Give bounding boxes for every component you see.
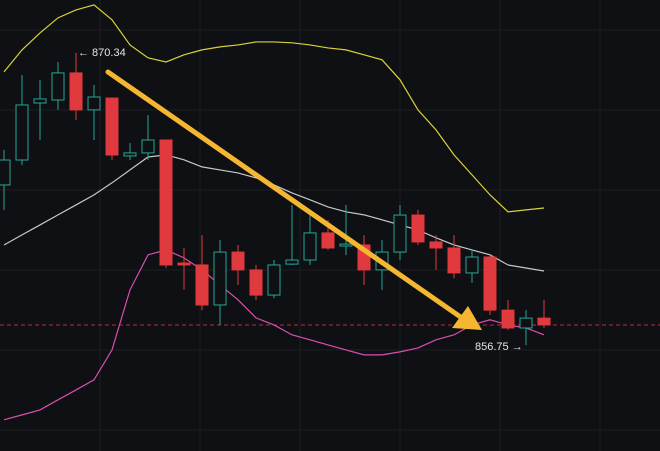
candle-body <box>411 214 425 243</box>
candle-body <box>303 232 317 261</box>
candle-body <box>465 256 479 274</box>
candle-body <box>339 243 353 247</box>
arrow-head <box>452 306 482 330</box>
candle-body <box>105 97 119 156</box>
low-label: 856.75 → <box>475 341 523 353</box>
candle-body <box>15 104 29 161</box>
candle-body <box>141 139 155 154</box>
candle-body <box>213 251 227 306</box>
band-line <box>3 4 545 213</box>
candle-body <box>195 264 209 306</box>
candle-body <box>267 264 281 296</box>
candle-body <box>393 214 407 253</box>
candle-body <box>249 269 263 296</box>
candle-body <box>483 256 497 311</box>
candle-body <box>0 159 11 186</box>
candle-body <box>519 317 533 329</box>
candle-body <box>429 241 443 249</box>
candle-body <box>231 251 245 271</box>
candle-body <box>51 72 65 101</box>
candle-body <box>87 96 101 111</box>
candle-body <box>447 247 461 274</box>
band-line <box>3 249 545 421</box>
candle-body <box>177 262 191 266</box>
candle-body <box>321 232 335 249</box>
arrow-shaft <box>105 69 465 321</box>
candle-body <box>123 152 137 157</box>
candle-body <box>285 259 299 265</box>
candle-body <box>501 309 515 329</box>
trend-arrow <box>105 69 482 330</box>
candle-body <box>69 72 83 111</box>
plot <box>0 4 660 421</box>
candle-body <box>159 139 173 266</box>
high-label: ← 870.34 <box>78 47 126 59</box>
candle-body <box>33 98 47 104</box>
candle-body <box>537 317 551 326</box>
